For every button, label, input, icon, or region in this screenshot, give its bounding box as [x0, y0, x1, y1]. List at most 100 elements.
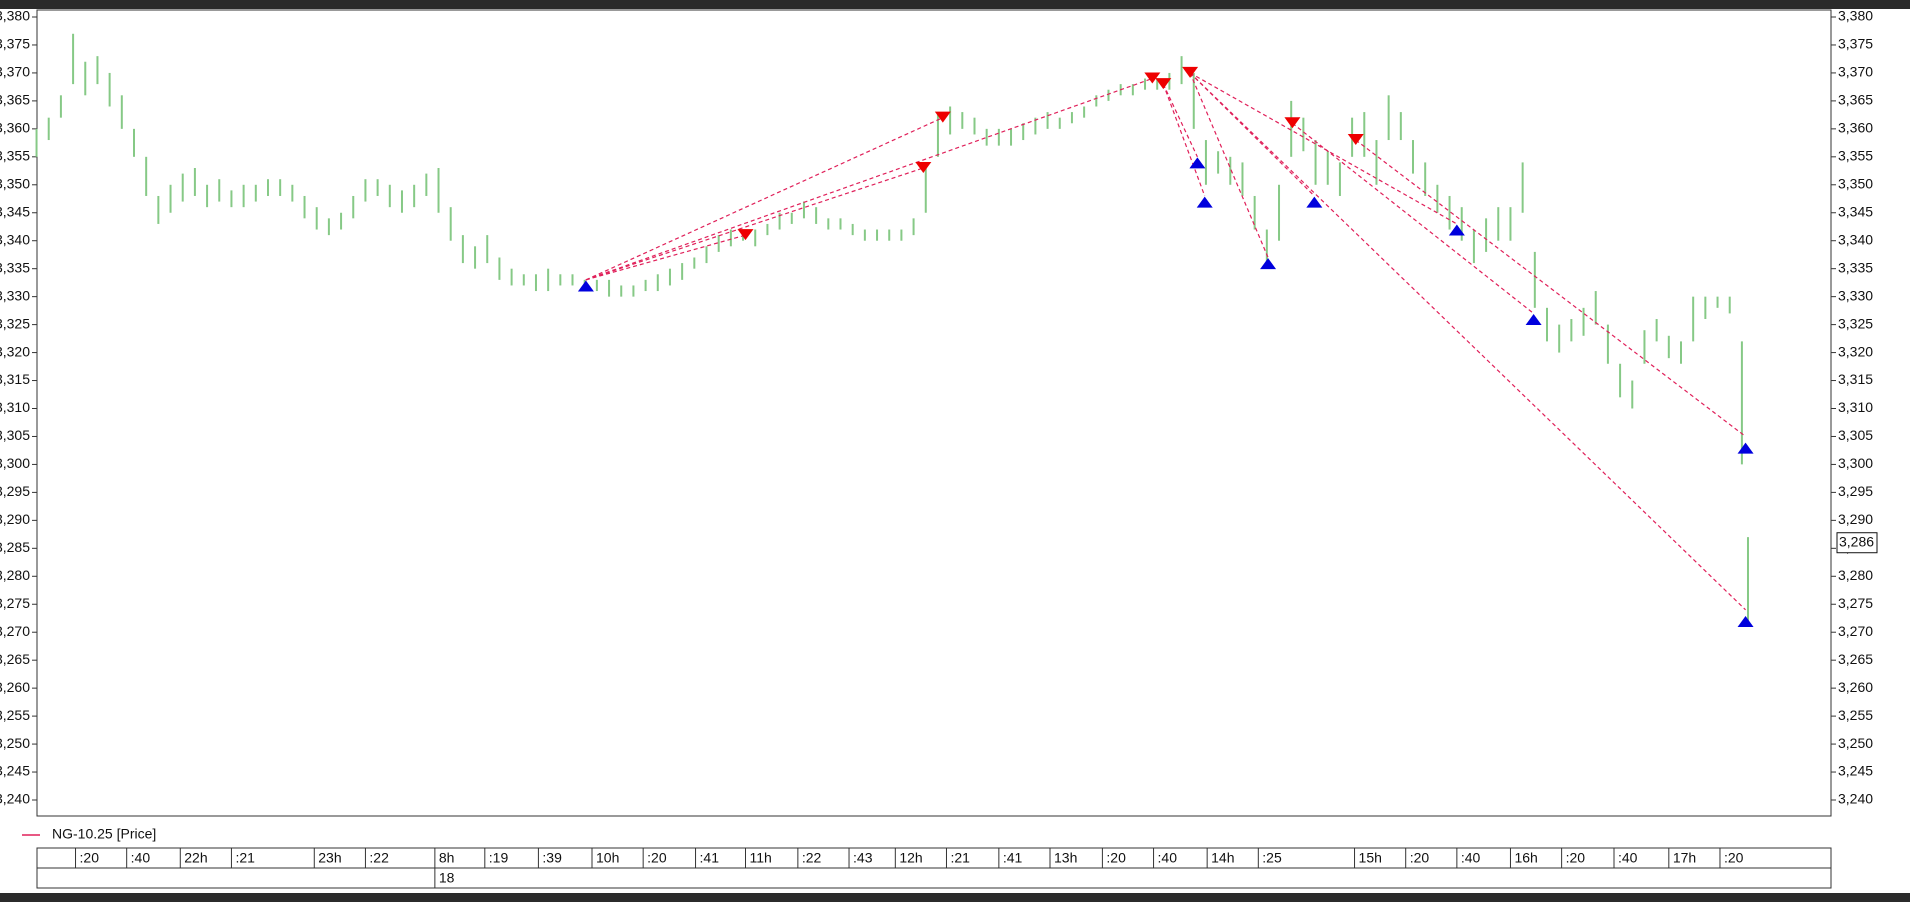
date-axis-row: [36, 867, 1832, 889]
y-tick-label: 3,270: [1838, 623, 1873, 639]
x-tick-label: 13h: [1054, 850, 1077, 866]
y-tick-label-left: 3,325: [0, 315, 30, 331]
y-tick-label: 3,370: [1838, 64, 1873, 80]
x-tick-label: 15h: [1359, 850, 1382, 866]
y-tick-label: 3,340: [1838, 231, 1873, 247]
y-tick-label-left: 3,380: [0, 8, 30, 24]
y-tick-label: 3,345: [1838, 203, 1873, 219]
y-tick-label-left: 3,245: [0, 763, 30, 779]
y-tick-label-left: 3,240: [0, 791, 30, 807]
y-tick-label-left: 3,275: [0, 595, 30, 611]
x-tick-label: :39: [542, 850, 562, 866]
y-tick-label: 3,325: [1838, 315, 1873, 331]
legend[interactable]: NG-10.25 [Price]: [22, 826, 156, 842]
trade-line: [1189, 72, 1269, 258]
y-tick-label: 3,275: [1838, 595, 1873, 611]
trade-line: [1162, 83, 1206, 197]
trade-line: [1189, 72, 1746, 611]
y-tick-label-left: 3,265: [0, 651, 30, 667]
x-tick-label: :40: [1461, 850, 1481, 866]
y-tick-label: 3,295: [1838, 483, 1873, 499]
y-tick-label: 3,280: [1838, 567, 1873, 583]
buy-marker: [1260, 258, 1277, 270]
trade-line: [1189, 72, 1458, 225]
sell-marker: [1347, 134, 1364, 146]
y-tick-label: 3,310: [1838, 399, 1873, 415]
x-tick-label: :20: [647, 850, 667, 866]
y-tick-label: 3,380: [1838, 8, 1873, 24]
y-tick-label-left: 3,310: [0, 399, 30, 415]
y-tick-label: 3,240: [1838, 791, 1873, 807]
y-tick-label: 3,260: [1838, 679, 1873, 695]
bottom-bar: [0, 893, 1910, 902]
x-tick-label: :40: [131, 850, 151, 866]
sell-marker: [1284, 117, 1301, 129]
x-tick-label: :20: [1566, 850, 1586, 866]
x-tick-label: :20: [1724, 850, 1744, 866]
x-tick-label: 22h: [184, 850, 207, 866]
x-tick-label: 14h: [1211, 850, 1234, 866]
y-tick-label: 3,320: [1838, 343, 1873, 359]
y-tick-label: 3,330: [1838, 287, 1873, 303]
y-tick-label: 3,290: [1838, 511, 1873, 527]
x-tick-label: 23h: [318, 850, 341, 866]
sell-marker: [1144, 72, 1161, 84]
y-tick-label: 3,350: [1838, 175, 1873, 191]
y-tick-label: 3,360: [1838, 120, 1873, 136]
x-tick-label: 8h: [439, 850, 455, 866]
y-tick-label: 3,250: [1838, 735, 1873, 751]
date-tick-label: 18: [439, 870, 455, 886]
buy-marker: [1196, 196, 1213, 208]
y-tick-label: 3,305: [1838, 427, 1873, 443]
y-tick-label: 3,335: [1838, 259, 1873, 275]
y-tick-label: 3,355: [1838, 148, 1873, 164]
x-tick-label: 10h: [596, 850, 619, 866]
trade-line: [585, 117, 944, 281]
y-tick-label-left: 3,250: [0, 735, 30, 751]
x-tick-label: :25: [1262, 850, 1282, 866]
y-tick-label-left: 3,340: [0, 231, 30, 247]
y-tick-label: 3,255: [1838, 707, 1873, 723]
x-tick-label: 16h: [1514, 850, 1537, 866]
sell-marker: [934, 111, 951, 123]
x-tick-label: :21: [235, 850, 255, 866]
y-tick-label: 3,375: [1838, 36, 1873, 52]
trade-line: [585, 167, 924, 281]
sell-marker: [1155, 78, 1172, 90]
trade-line: [1292, 122, 1534, 314]
y-tick-label: 3,265: [1838, 651, 1873, 667]
x-tick-label: 12h: [899, 850, 922, 866]
x-tick-label: :22: [369, 850, 389, 866]
y-tick-label-left: 3,360: [0, 120, 30, 136]
buy-marker: [1737, 616, 1754, 628]
buy-marker: [1306, 196, 1323, 208]
x-tick-label: :20: [80, 850, 100, 866]
y-tick-label-left: 3,355: [0, 148, 30, 164]
trade-line: [585, 77, 1153, 281]
x-tick-label: :20: [1106, 850, 1126, 866]
y-tick-label: 3,315: [1838, 371, 1873, 387]
buy-marker: [1189, 157, 1206, 169]
trade-line: [1162, 83, 1198, 158]
x-tick-label: :41: [1003, 850, 1023, 866]
y-tick-label-left: 3,255: [0, 707, 30, 723]
y-tick-label-left: 3,375: [0, 36, 30, 52]
trade-line: [1355, 139, 1746, 437]
sell-marker: [737, 229, 754, 241]
y-tick-label: 3,300: [1838, 455, 1873, 471]
y-tick-label-left: 3,260: [0, 679, 30, 695]
y-tick-label-left: 3,300: [0, 455, 30, 471]
y-tick-label-left: 3,270: [0, 623, 30, 639]
y-tick-label-left: 3,305: [0, 427, 30, 443]
y-tick-label: 3,245: [1838, 763, 1873, 779]
y-tick-label-left: 3,365: [0, 92, 30, 108]
last-price-label: 3,286: [1839, 533, 1874, 549]
x-tick-label: 17h: [1673, 850, 1696, 866]
x-tick-label: :22: [802, 850, 822, 866]
x-tick-label: :43: [853, 850, 873, 866]
y-tick-label-left: 3,345: [0, 203, 30, 219]
y-tick-label-left: 3,370: [0, 64, 30, 80]
sell-marker: [1182, 66, 1199, 78]
